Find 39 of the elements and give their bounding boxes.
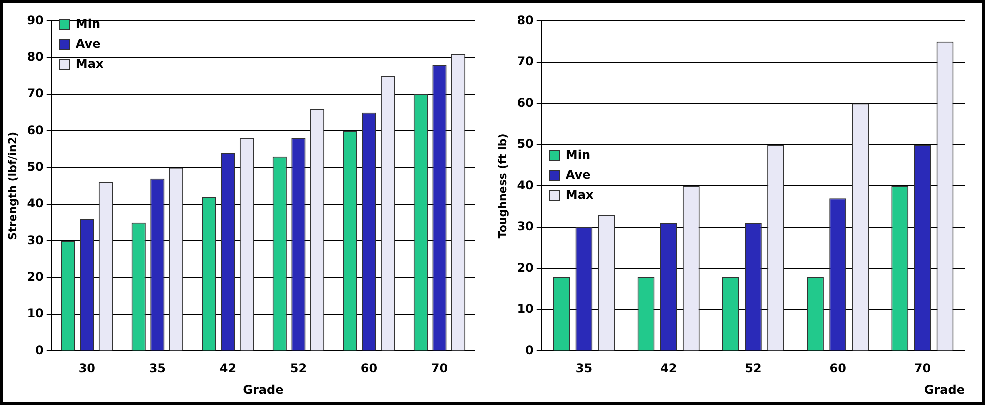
y-tick-label: 30 — [27, 233, 44, 248]
x-tick-label: 42 — [220, 362, 237, 376]
x-tick-label: 35 — [576, 362, 593, 376]
x-tick-label: 35 — [149, 362, 166, 376]
y-tick-label: 20 — [27, 270, 44, 284]
x-tick-label: 60 — [360, 362, 378, 376]
y-tick-label: 70 — [517, 54, 534, 69]
y-tick-label: 50 — [27, 160, 44, 174]
legend-label: Ave — [566, 168, 591, 182]
x-tick-label: 52 — [290, 362, 308, 376]
y-axis-title: Toughness (ft lb) — [496, 134, 510, 239]
y-tick-label: 60 — [27, 123, 44, 138]
legend-label: Ave — [76, 37, 101, 52]
y-tick-label: 60 — [517, 96, 534, 110]
legend-label: Max — [566, 188, 594, 202]
y-tick-label: 0 — [36, 343, 44, 358]
y-tick-label: 80 — [517, 13, 534, 28]
y-tick-label: 90 — [27, 13, 44, 28]
y-tick-label: 70 — [27, 86, 44, 101]
x-tick-label: 42 — [660, 362, 678, 376]
y-tick-label: 10 — [27, 306, 44, 321]
x-axis-title: Grade — [924, 382, 965, 397]
x-tick-label: 70 — [431, 362, 448, 376]
x-axis-title: Grade — [243, 382, 284, 397]
x-tick-label: 70 — [914, 362, 932, 376]
x-tick-label: 52 — [745, 362, 762, 376]
y-tick-label: 40 — [27, 196, 44, 211]
x-tick-label: 30 — [78, 362, 96, 376]
y-tick-label: 80 — [27, 50, 44, 64]
y-tick-label: 20 — [517, 260, 534, 275]
y-axis-title: Strength (lbf/in2) — [6, 132, 20, 240]
x-tick-label: 60 — [830, 362, 846, 376]
y-tick-label: 30 — [517, 220, 534, 234]
y-tick-label: 50 — [517, 137, 534, 152]
y-tick-label: 10 — [517, 302, 534, 316]
y-tick-label: 0 — [526, 343, 534, 358]
legend-label: Min — [566, 148, 591, 162]
legend-label: Max — [76, 57, 104, 72]
y-tick-label: 40 — [517, 178, 534, 192]
